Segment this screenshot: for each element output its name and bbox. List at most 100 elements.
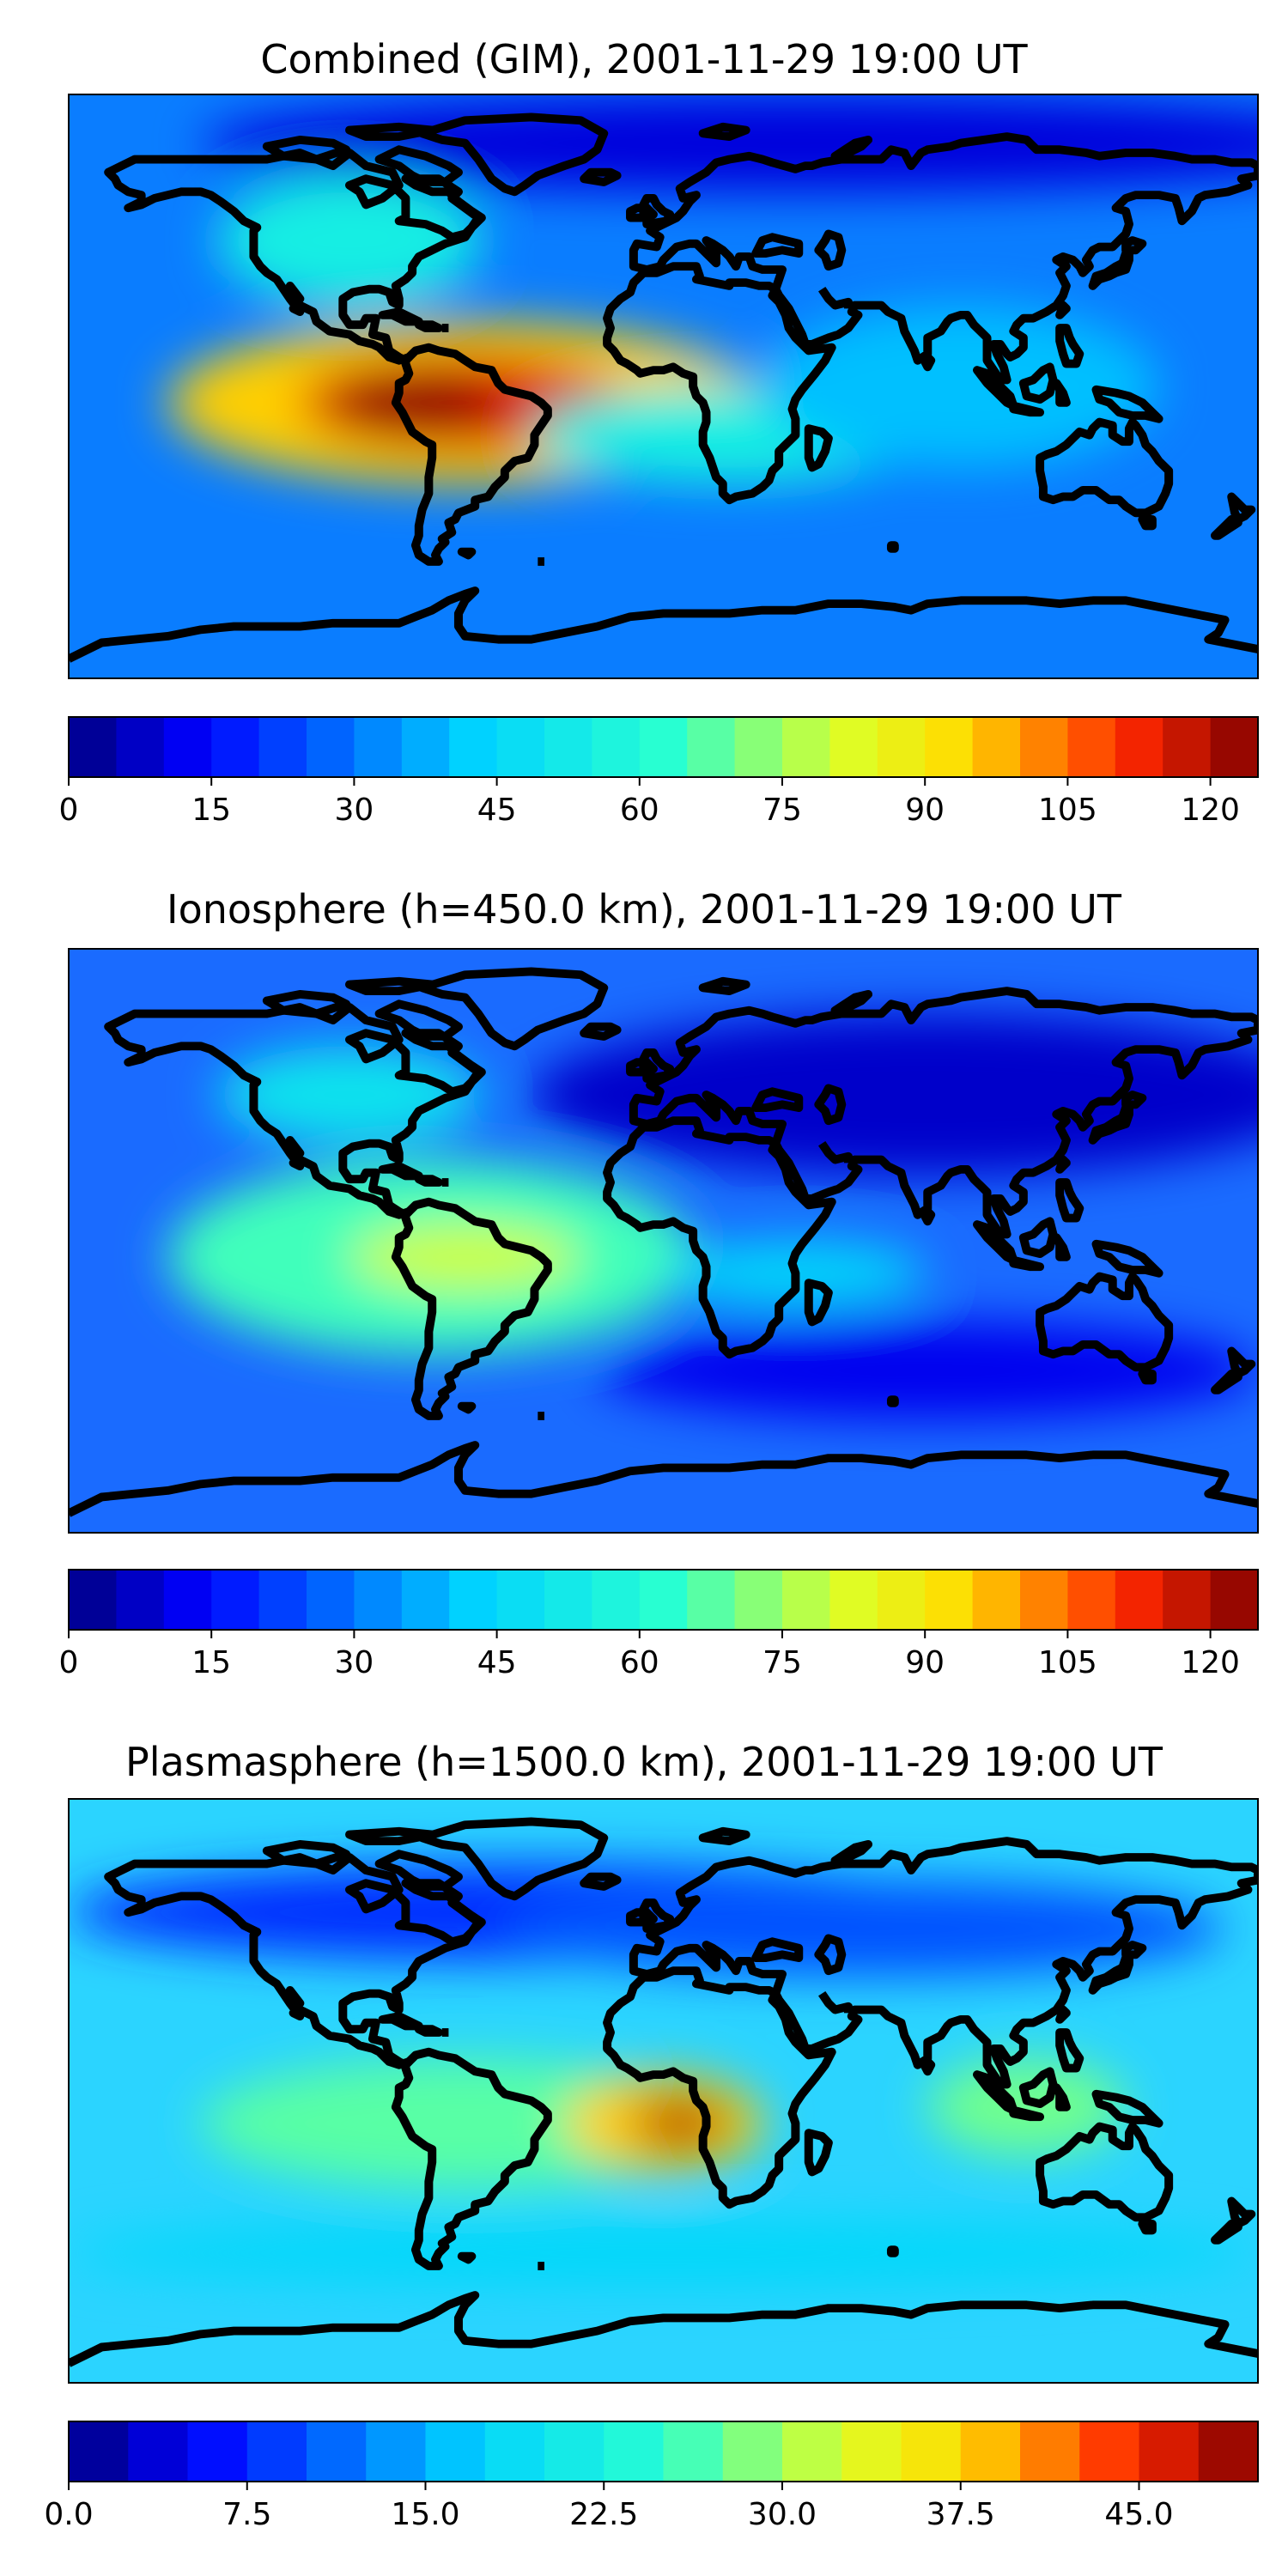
colorbar-level <box>1020 1570 1068 1630</box>
colorbar-level <box>1020 717 1068 777</box>
colorbar-level <box>604 2421 665 2482</box>
colorbar-level <box>592 1570 641 1630</box>
colorbar-tick-label: 15 <box>191 793 231 828</box>
field-region <box>531 1013 1258 1176</box>
colorbar-level <box>307 2421 367 2482</box>
colorbar-level <box>901 2421 962 2482</box>
colorbar-tick-label: 45 <box>477 793 517 828</box>
colorbar-level <box>258 717 307 777</box>
map-frame <box>68 94 1259 679</box>
colorbar-level <box>1079 2421 1140 2482</box>
colorbar-tick-label: 37.5 <box>927 2497 995 2532</box>
colorbar-level <box>246 2421 307 2482</box>
field-region <box>597 1321 1258 1419</box>
colorbar-level <box>687 717 736 777</box>
map-panel-2: Ionosphere (h=450.0 km), 2001-11-29 19:0… <box>59 886 1259 1680</box>
colorbar-level <box>734 717 783 777</box>
colorbar-level <box>639 1570 688 1630</box>
colorbar-level <box>734 1570 783 1630</box>
colorbar-level <box>116 1570 165 1630</box>
colorbar-tick-label: 15.0 <box>391 2497 459 2532</box>
map-panel-3: Plasmasphere (h=1500.0 km), 2001-11-29 1… <box>44 1739 1259 2532</box>
map-frame <box>68 1798 1259 2384</box>
colorbar-level <box>877 717 926 777</box>
value-field <box>69 94 1258 678</box>
colorbar-level <box>782 1570 830 1630</box>
colorbar-level <box>211 717 260 777</box>
colorbar-frame <box>68 2421 1259 2482</box>
colorbar-level <box>187 2421 248 2482</box>
field-region <box>69 2221 1258 2286</box>
field-region <box>630 2100 730 2147</box>
colorbar-level <box>354 717 403 777</box>
colorbar-level <box>366 2421 427 2482</box>
colorbar-tick-label: 120 <box>1181 793 1240 828</box>
colorbar-tick-label: 7.5 <box>222 2497 271 2532</box>
colorbar-level <box>960 2421 1021 2482</box>
colorbar-level <box>544 1570 592 1630</box>
colorbar-level <box>829 1570 878 1630</box>
colorbar-level <box>544 717 592 777</box>
colorbar-level <box>163 1570 212 1630</box>
colorbar-level <box>1210 717 1259 777</box>
colorbar-level <box>307 1570 355 1630</box>
colorbar-level <box>877 1570 926 1630</box>
colorbar-level <box>1067 1570 1116 1630</box>
colorbar-tick-label: 0 <box>59 793 79 828</box>
colorbar-level <box>972 717 1021 777</box>
colorbar-tick-label: 22.5 <box>569 2497 638 2532</box>
colorbar-level <box>116 717 165 777</box>
colorbar-tick-label: 105 <box>1038 793 1097 828</box>
field-region <box>498 1880 1225 1978</box>
colorbar-level <box>1210 1570 1259 1630</box>
colorbar-level <box>1115 717 1163 777</box>
colorbar-level <box>782 2421 842 2482</box>
colorbar-level <box>1067 717 1116 777</box>
colorbar-level <box>163 717 212 777</box>
colorbar-level <box>1198 2421 1259 2482</box>
colorbar-tick-label: 105 <box>1038 1645 1097 1680</box>
colorbar-tick-label: 30 <box>334 1645 374 1680</box>
colorbar-level <box>663 2421 724 2482</box>
colorbar-tick-label: 60 <box>620 1645 659 1680</box>
value-field <box>69 1799 1258 2383</box>
colorbar-frame <box>68 716 1259 778</box>
colorbar-level <box>782 717 830 777</box>
colorbar-tick-label: 30 <box>334 793 374 828</box>
colorbar-level <box>354 1570 403 1630</box>
colorbar-level <box>496 717 545 777</box>
panel-title: Combined (GIM), 2001-11-29 19:00 UT <box>260 36 1028 82</box>
colorbar-level <box>128 2421 189 2482</box>
colorbar-level <box>972 1570 1021 1630</box>
colorbar-tick-label: 0.0 <box>44 2497 93 2532</box>
colorbar-tick-label: 30.0 <box>748 2497 817 2532</box>
value-field <box>69 949 1258 1533</box>
panel-title: Ionosphere (h=450.0 km), 2001-11-29 19:0… <box>167 886 1122 933</box>
colorbar-tick-label: 90 <box>905 1645 945 1680</box>
colorbar-level <box>592 717 641 777</box>
colorbar-level <box>544 2421 605 2482</box>
colorbar-level <box>1163 1570 1212 1630</box>
panel-title: Plasmasphere (h=1500.0 km), 2001-11-29 1… <box>125 1739 1163 1785</box>
colorbar-level <box>687 1570 736 1630</box>
colorbar-level <box>1163 717 1212 777</box>
colorbar-level <box>307 717 355 777</box>
colorbar-level <box>925 1570 974 1630</box>
colorbar-level <box>449 717 498 777</box>
colorbar: 0.0 7.5 15.0 22.5 30.0 37.5 45.0 <box>44 2421 1259 2532</box>
colorbar-frame <box>68 1569 1259 1631</box>
field-region <box>332 376 499 429</box>
colorbar-level <box>449 1570 498 1630</box>
colorbar-tick-label: 120 <box>1181 1645 1240 1680</box>
colorbar-tick-label: 45 <box>477 1645 517 1680</box>
map-frame <box>68 948 1259 1534</box>
colorbar-level <box>69 717 117 777</box>
colorbar-tick-label: 60 <box>620 793 659 828</box>
colorbar-tick-label: 90 <box>905 793 945 828</box>
colorbar-level <box>1020 2421 1080 2482</box>
colorbar-level <box>401 1570 450 1630</box>
map-panel-1: Combined (GIM), 2001-11-29 19:00 UT 0 15 30… <box>59 36 1259 828</box>
colorbar-tick-label: 75 <box>762 1645 802 1680</box>
colorbar-level <box>841 2421 902 2482</box>
